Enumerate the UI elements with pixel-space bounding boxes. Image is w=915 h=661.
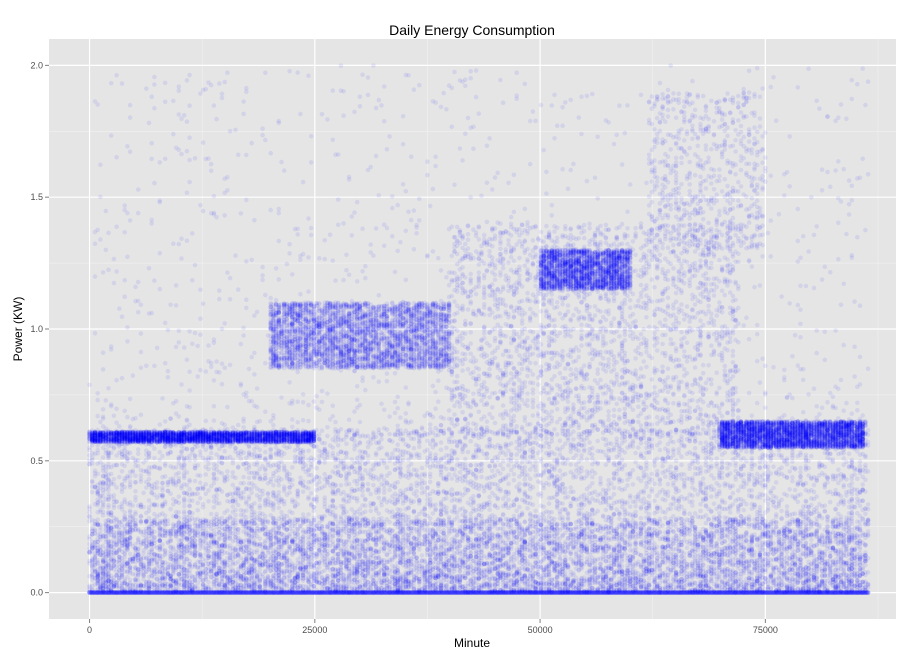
data-point: [290, 524, 295, 529]
data-point: [263, 539, 268, 544]
data-point: [325, 552, 330, 557]
data-point: [612, 537, 617, 542]
data-point: [114, 525, 119, 530]
data-point: [685, 545, 690, 550]
data-point: [660, 551, 665, 556]
data-point: [639, 553, 644, 558]
data-point: [528, 577, 533, 582]
data-point: [320, 554, 325, 559]
data-point: [574, 520, 579, 525]
data-point: [501, 526, 506, 531]
data-point: [128, 552, 133, 557]
data-point: [633, 539, 638, 544]
data-point: [506, 525, 511, 530]
data-point: [866, 529, 871, 534]
data-point: [139, 529, 144, 534]
data-point: [598, 556, 603, 561]
data-point: [385, 560, 390, 565]
data-point: [420, 553, 425, 558]
data-point: [141, 574, 146, 579]
data-point: [628, 548, 633, 553]
data-point: [436, 518, 441, 523]
data-point: [206, 580, 211, 585]
data-point: [758, 526, 763, 531]
